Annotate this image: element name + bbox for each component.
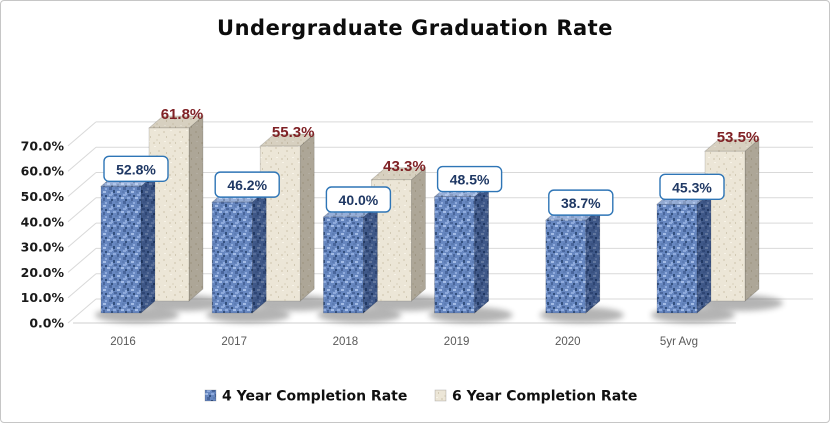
bar-top-face (371, 167, 426, 180)
y-axis-tick: 10.0% (21, 290, 65, 305)
bar-4yr-5yr-avg[interactable] (656, 191, 712, 314)
data-label-4yr-2019: 48.5% (436, 165, 503, 193)
x-axis-label: 2016 (110, 336, 136, 348)
y-axis-tick: 30.0% (21, 240, 65, 255)
data-label-text: 46.2% (227, 177, 267, 193)
data-label-4yr-2018: 40.0% (325, 186, 392, 213)
wall-connector-line (67, 146, 97, 172)
bar-side-shade (474, 183, 489, 314)
bar-side-face (585, 208, 600, 313)
data-label-text: 40.0% (339, 192, 379, 208)
y-axis-tick: 20.0% (21, 265, 65, 280)
x-axis: 2016 2017 2018 2019 2020 5yr Avg (110, 336, 698, 348)
data-label-6yr-5yr-avg: 53.5% (717, 129, 760, 146)
data-label-text: 48.5% (450, 172, 490, 188)
bar-front-face (656, 203, 698, 314)
chart-title: Undergraduate Graduation Rate (217, 16, 613, 40)
data-label-6yr-2017: 55.3% (272, 124, 315, 141)
x-axis-label: 2019 (444, 336, 470, 348)
legend-swatch-6yr-icon (434, 389, 447, 402)
bar-side-face (697, 192, 711, 313)
bar-4yr-2019[interactable] (433, 183, 490, 314)
bar-6yr-2016[interactable] (148, 115, 204, 302)
bar-side-face (252, 190, 267, 313)
bar-4yr-2018[interactable] (322, 204, 379, 314)
wall-connector-line (67, 172, 97, 197)
y-axis-tick: 50.0% (21, 189, 65, 204)
bar-front-face (100, 185, 142, 314)
bar-front-face (211, 201, 253, 314)
wall-connector-line (67, 222, 97, 248)
x-axis-label: 2017 (221, 336, 247, 348)
wall-connector-line (67, 298, 97, 324)
data-label-box (548, 189, 614, 216)
bar-side-face (411, 167, 426, 301)
bar-side-shade (140, 173, 156, 314)
legend-item-6yr[interactable]: 6 Year Completion Rate (434, 389, 637, 405)
bar-side-face (363, 205, 378, 313)
bar-side-shade (299, 133, 315, 302)
bar-6yr-5yr-avg[interactable] (704, 138, 760, 302)
data-label-box (325, 186, 392, 213)
data-label-box (214, 171, 280, 198)
data-label-4yr-2017: 46.2% (214, 171, 280, 198)
bar-side-shade (411, 166, 426, 302)
bar-top-face (705, 139, 759, 152)
x-axis-label: 2018 (333, 336, 359, 348)
legend-swatch-4yr-icon (204, 389, 217, 402)
y-axis-tick: 40.0% (21, 214, 65, 229)
bar-side-shade (744, 138, 760, 302)
bar-side-face (474, 184, 489, 313)
bar-side-face (141, 174, 155, 313)
data-label-box (436, 165, 503, 193)
x-axis-label: 5yr Avg (660, 336, 698, 348)
data-label-4yr-2016: 52.8% (103, 155, 169, 182)
legend-label-6yr: 6 Year Completion Rate (452, 389, 637, 405)
bar-4yr-2017[interactable] (211, 189, 268, 314)
data-label-box (103, 155, 169, 182)
bar-side-shade (363, 204, 378, 314)
data-label-4yr-5yr-avg: 45.3% (659, 173, 725, 200)
legend-item-4yr[interactable]: 4 Year Completion Rate (204, 389, 407, 405)
bar-front-face (545, 219, 587, 314)
bar-front-face (323, 216, 364, 314)
wall-connector-line (67, 197, 97, 223)
bar-side-shade (251, 189, 267, 314)
data-label-6yr-2016: 61.8% (161, 106, 204, 123)
bar-top-face (149, 115, 203, 128)
data-label-text: 52.8% (116, 161, 156, 177)
bar-6yr-2017[interactable] (259, 133, 316, 302)
wall-connector-line (67, 121, 97, 147)
data-label-6yr-2018: 43.3% (383, 158, 426, 175)
y-axis-tick: 60.0% (21, 164, 65, 179)
bar-side-shade (188, 115, 204, 302)
bar-side-face (300, 134, 315, 301)
y-axis: 0.0% 10.0% 20.0% 30.0% 40.0% 50.0% 60.0% 70.0% (21, 138, 65, 330)
wall-connector-line (67, 248, 97, 273)
wall-connector-line (67, 273, 97, 299)
bar-side-shade (585, 207, 601, 314)
data-label-text: 38.7% (561, 195, 601, 211)
legend: 4 Year Completion Rate 6 Year Completion … (204, 389, 637, 405)
data-label-4yr-2020: 38.7% (548, 189, 614, 216)
bar-top-face (260, 134, 315, 147)
bar-side-face (745, 139, 759, 301)
y-axis-tick: 70.0% (21, 138, 65, 153)
data-label-text: 45.3% (672, 179, 712, 195)
legend-label-4yr: 4 Year Completion Rate (222, 389, 407, 405)
x-axis-label: 2020 (555, 336, 581, 348)
data-label-box (659, 173, 725, 200)
y-axis-tick: 0.0% (29, 316, 64, 331)
bar-side-face (189, 115, 203, 302)
bar-side-shade (696, 191, 712, 314)
bar-4yr-2020[interactable] (544, 207, 601, 314)
bar-4yr-2016[interactable] (100, 173, 156, 314)
bar-front-face (434, 196, 475, 314)
